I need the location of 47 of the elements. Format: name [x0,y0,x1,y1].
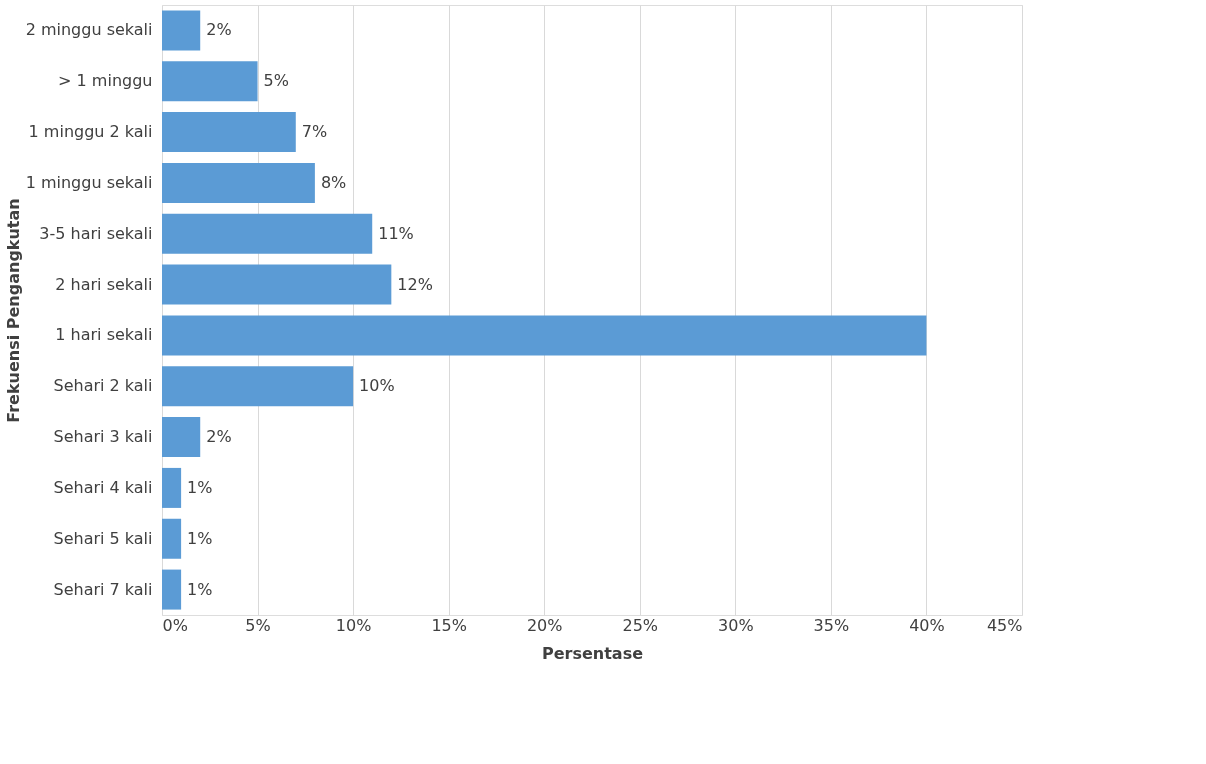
y-tick-label: 2 hari sekali [55,274,153,294]
data-label: 1% [187,477,213,497]
y-tick-label: > 1 minggu [58,71,153,91]
bar [162,366,354,407]
data-label: 1% [187,579,213,599]
data-label: 7% [301,122,328,142]
x-tick-label: 40% [909,615,945,635]
y-tick-label: Sehari 5 kali [53,528,153,548]
bar [162,315,927,356]
data-label: 8% [320,172,347,192]
bar [162,467,182,508]
x-tick-label: 0% [162,615,188,635]
bar [162,162,315,203]
x-tick-label: 10% [335,615,372,635]
x-tick-label: 25% [622,615,659,635]
x-tick-label: 35% [813,615,850,635]
bar [162,417,201,458]
y-tick-label: 1 minggu sekali [25,172,153,192]
x-tick-label: 15% [431,615,467,635]
data-label: 12% [397,274,433,294]
data-label: 11% [378,223,414,243]
bar [162,518,182,559]
data-label: 2% [206,20,232,40]
x-tick-label: 30% [718,615,754,635]
x-tick-label: 5% [245,615,271,635]
y-axis-title: Frekuensi Pengangkutan [3,198,23,423]
bar [162,213,373,254]
data-label: 2% [206,427,232,447]
bar [162,264,392,305]
data-label: 5% [263,71,289,91]
y-tick-label: Sehari 7 kali [53,579,153,599]
x-tick-label: 45% [986,615,1023,635]
y-tick-label: Sehari 2 kali [53,376,153,396]
y-tick-label: Sehari 3 kali [53,427,153,447]
y-tick-label: 2 minggu sekali [25,20,153,40]
y-tick-label: Sehari 4 kali [53,477,153,497]
bar [162,112,296,153]
bar [162,10,201,51]
data-label: 1% [187,528,213,548]
bar [162,569,182,610]
y-tick-label: 1 hari sekali [55,325,153,345]
x-axis-title: Persentase [541,643,644,663]
data-label: 10% [359,376,395,396]
y-tick-label: 1 minggu 2 kali [28,122,153,142]
x-tick-label: 20% [526,615,563,635]
bar [162,61,258,102]
y-tick-label: 3-5 hari sekali [39,223,153,243]
